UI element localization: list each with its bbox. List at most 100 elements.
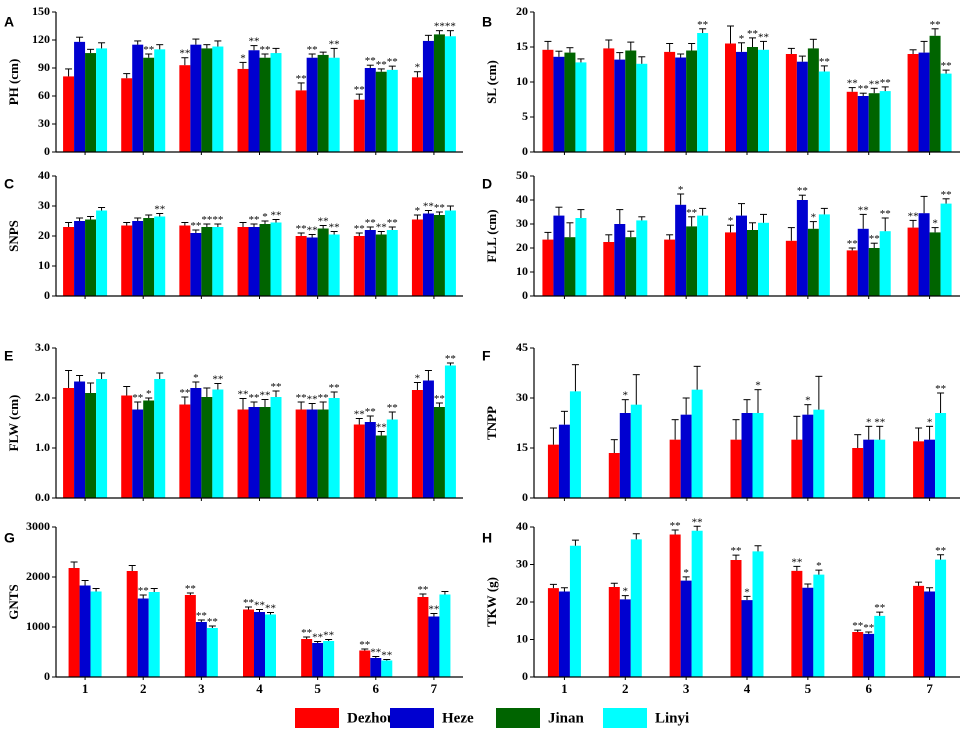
bar-C-jinan-5 — [317, 228, 329, 296]
bar-D-dezhou-7 — [907, 227, 919, 296]
sig-mark-C-heze-3: ** — [190, 220, 201, 232]
bar-H-heze-2 — [619, 599, 631, 677]
sig-mark-B-jinan-6: ** — [869, 78, 880, 90]
sig-mark-A-heze-4: ** — [249, 36, 260, 48]
panel-letter-E: E — [4, 347, 13, 363]
bar-F-dezhou-6 — [852, 448, 864, 498]
bar-G-dezhou-2 — [126, 571, 138, 677]
sig-mark-B-linyi-4: ** — [758, 31, 769, 43]
bar-D-heze-6 — [857, 228, 869, 296]
bar-A-jinan-4 — [259, 57, 271, 152]
sig-mark-E-jinan-7: ** — [434, 393, 445, 405]
bar-C-linyi-6 — [386, 230, 398, 296]
sig-mark-B-linyi-3: ** — [697, 19, 708, 31]
bar-D-linyi-7 — [940, 203, 952, 296]
bar-E-jinan-6 — [375, 435, 387, 498]
sig-mark-B-linyi-7: ** — [941, 60, 952, 72]
panel-letter-C: C — [4, 175, 14, 191]
bar-F-linyi-7 — [935, 413, 947, 498]
bar-B-dezhou-2 — [603, 48, 615, 152]
y-axis-label-E: FLW (cm) — [6, 395, 21, 452]
bar-F-linyi-1 — [569, 391, 581, 498]
bar-E-dezhou-6 — [353, 424, 365, 498]
bar-E-jinan-4 — [259, 407, 271, 498]
bar-G-heze-3 — [195, 622, 207, 677]
bar-B-dezhou-1 — [542, 49, 554, 152]
x-category-label-H: 3 — [683, 681, 690, 696]
sig-mark-E-jinan-4: ** — [260, 390, 271, 402]
bar-A-dezhou-7 — [411, 77, 423, 152]
bar-G-linyi-3 — [206, 628, 218, 677]
bar-A-jinan-5 — [317, 54, 329, 152]
bar-B-dezhou-3 — [664, 51, 676, 152]
x-category-label-G: 4 — [256, 681, 263, 696]
bar-A-linyi-5 — [328, 57, 340, 152]
sig-mark-E-linyi-5: ** — [329, 382, 340, 394]
bar-B-dezhou-5 — [785, 54, 797, 152]
x-category-label-G: 1 — [82, 681, 89, 696]
bar-D-linyi-2 — [636, 220, 648, 296]
y-tick-label-B: 20 — [516, 4, 528, 18]
bar-C-jinan-1 — [85, 219, 97, 296]
panel-letter-H: H — [482, 529, 492, 545]
bar-D-jinan-3 — [686, 226, 698, 296]
bar-E-heze-4 — [248, 407, 260, 498]
bar-A-heze-2 — [132, 44, 144, 152]
bar-G-linyi-4 — [265, 614, 276, 677]
bar-H-dezhou-2 — [608, 587, 620, 677]
bar-F-dezhou-2 — [608, 453, 620, 498]
y-tick-label-E: 2.0 — [35, 390, 50, 404]
y-tick-label-A: 120 — [32, 32, 50, 46]
y-tick-label-B: 15 — [516, 39, 528, 53]
sig-mark-D-dezhou-6: ** — [847, 238, 858, 250]
bar-C-jinan-6 — [375, 234, 387, 296]
sig-mark-G-heze-6: ** — [370, 647, 381, 659]
bar-A-jinan-2 — [143, 57, 155, 152]
y-axis-label-G: GNTS — [6, 584, 21, 619]
sig-mark-H-linyi-7: ** — [935, 545, 946, 557]
legend-swatch-jinan — [496, 708, 540, 728]
bar-A-linyi-6 — [386, 69, 398, 152]
sig-mark-B-jinan-4: ** — [747, 28, 758, 40]
bar-C-heze-2 — [132, 221, 144, 296]
y-tick-label-C: 0 — [44, 288, 50, 302]
bar-F-heze-3 — [680, 414, 692, 498]
bar-F-heze-6 — [863, 439, 875, 498]
panel-letter-D: D — [482, 175, 492, 191]
bar-B-dezhou-6 — [846, 91, 858, 152]
bar-A-dezhou-3 — [179, 65, 191, 152]
bar-B-linyi-1 — [575, 62, 587, 152]
y-axis-label-A: PH (cm) — [6, 59, 21, 106]
y-tick-label-G: 1000 — [26, 619, 50, 633]
x-category-label-H: 6 — [865, 681, 872, 696]
sig-mark-H-linyi-3: ** — [692, 516, 703, 528]
bar-B-dezhou-7 — [907, 54, 919, 152]
sig-mark-B-linyi-5: ** — [819, 56, 830, 68]
bar-F-linyi-5 — [813, 409, 825, 498]
sig-mark-C-heze-7: ** — [423, 201, 434, 213]
bar-A-jinan-7 — [433, 34, 445, 152]
sig-mark-G-heze-3: ** — [196, 610, 207, 622]
bar-E-dezhou-2 — [121, 395, 133, 498]
sig-mark-H-heze-6: ** — [863, 622, 874, 634]
bar-A-dezhou-2 — [121, 78, 133, 152]
sig-mark-A-dezhou-7: * — [415, 62, 421, 74]
bar-D-heze-4 — [736, 215, 747, 296]
bar-E-dezhou-1 — [63, 388, 75, 498]
sig-mark-G-linyi-4: ** — [265, 603, 276, 615]
sig-mark-H-linyi-5: * — [816, 560, 822, 572]
bar-A-heze-6 — [364, 68, 376, 152]
bar-D-jinan-7 — [929, 232, 941, 296]
bar-G-dezhou-1 — [68, 568, 80, 677]
bar-B-heze-2 — [614, 59, 626, 152]
bar-A-dezhou-5 — [295, 90, 307, 152]
y-axis-label-F: TNPP — [484, 406, 499, 440]
bar-A-heze-7 — [422, 40, 434, 152]
legend-label-jinan: Jinan — [548, 710, 585, 726]
bar-H-dezhou-4 — [730, 560, 742, 677]
sig-mark-D-heze-5: ** — [797, 185, 808, 197]
bar-B-dezhou-4 — [725, 43, 736, 152]
bar-B-jinan-1 — [564, 52, 576, 152]
bar-B-jinan-5 — [807, 48, 819, 152]
